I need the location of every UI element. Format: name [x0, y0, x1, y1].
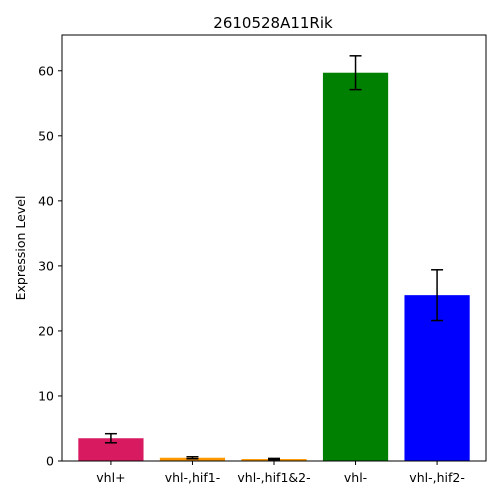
x-tick-label: vhl-,hif1-: [165, 470, 221, 485]
x-tick-label: vhl+: [96, 470, 125, 485]
x-tick-label: vhl-,hif1&2-: [237, 470, 310, 485]
x-axis: vhl+ vhl-,hif1- vhl-,hif1&2- vhl-vhl-,hif2-: [96, 461, 465, 485]
y-axis-label: Expression Level: [13, 196, 28, 301]
y-tick-label: 50: [38, 128, 54, 143]
error-bar-0: [104, 432, 117, 444]
bar-4: [404, 295, 470, 461]
y-tick-label: 10: [38, 388, 54, 403]
error-bar-4: [431, 269, 444, 322]
error-bar-2: [268, 457, 280, 461]
y-tick-label: 30: [38, 258, 54, 273]
x-tick-label: vhl-,hif2-: [409, 470, 465, 485]
y-axis: 0 10 20 30 40 50 60: [38, 63, 62, 469]
y-tick-label: 20: [38, 323, 54, 338]
x-tick-label: vhl-: [344, 470, 367, 485]
error-bar-3: [349, 55, 362, 91]
y-tick-label: 40: [38, 193, 54, 208]
bar-3: [322, 72, 389, 461]
error-bars-group: [104, 55, 444, 461]
y-tick-label: 0: [46, 454, 54, 469]
error-bar-1: [186, 456, 199, 460]
y-tick-label: 60: [38, 63, 54, 78]
chart-title: 2610528A11Rik: [213, 14, 333, 32]
bar-0: [78, 438, 144, 461]
